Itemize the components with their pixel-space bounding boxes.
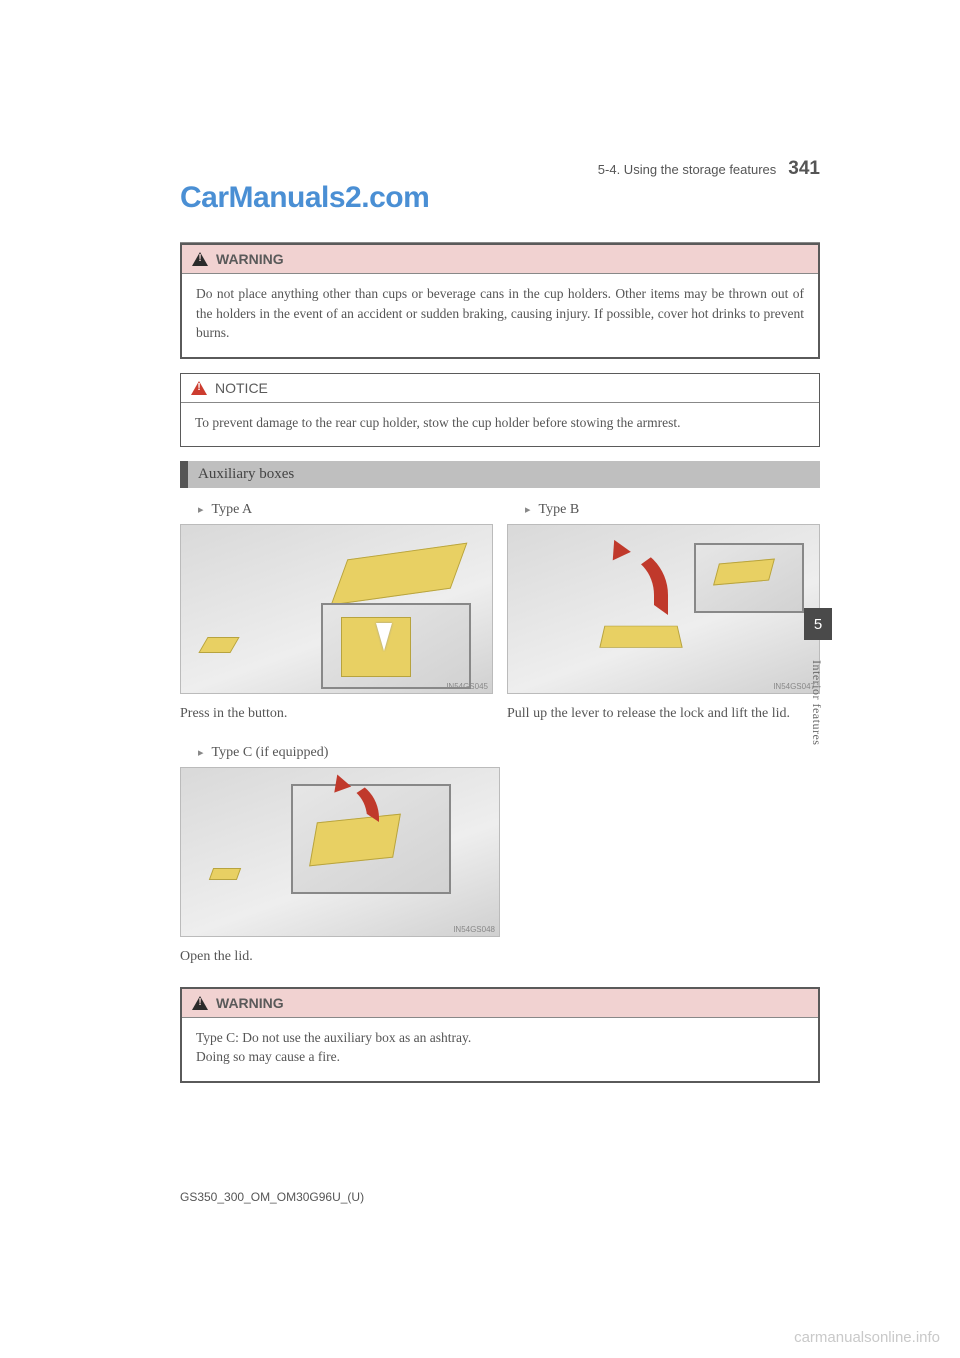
type-c-illustration bbox=[180, 767, 500, 937]
type-c-column: Type C (if equipped) Open the lid. bbox=[180, 745, 500, 967]
page-content: 5-4. Using the storage features 341 WARN… bbox=[180, 180, 820, 1097]
chapter-tab: 5 bbox=[804, 608, 832, 640]
warning-line-1: Type C: Do not use the auxiliary box as … bbox=[196, 1028, 804, 1048]
type-a-column: Type A Press in the button. bbox=[180, 502, 493, 744]
warning-title: WARNING bbox=[216, 251, 284, 267]
highlight-shape bbox=[209, 868, 241, 880]
notice-triangle-icon bbox=[191, 381, 207, 395]
warning-box-cupholder: WARNING Do not place anything other than… bbox=[180, 243, 820, 359]
type-a-label: Type A bbox=[198, 502, 493, 518]
type-c-caption: Open the lid. bbox=[180, 947, 500, 967]
warning-body: Type C: Do not use the auxiliary box as … bbox=[182, 1018, 818, 1081]
warning-title: WARNING bbox=[216, 995, 284, 1011]
type-a-illustration bbox=[180, 524, 493, 694]
header-page-number: 341 bbox=[788, 158, 820, 180]
type-b-column: Type B Pull up the lever to release the … bbox=[507, 502, 820, 744]
type-b-caption: Pull up the lever to release the lock an… bbox=[507, 704, 820, 724]
highlight-shape bbox=[599, 626, 682, 648]
warning-line-2: Doing so may cause a fire. bbox=[196, 1047, 804, 1067]
page-header: 5-4. Using the storage features 341 bbox=[180, 158, 820, 180]
type-b-label: Type B bbox=[525, 502, 820, 518]
warning-header: WARNING bbox=[182, 245, 818, 274]
notice-title: NOTICE bbox=[215, 380, 268, 396]
type-c-label: Type C (if equipped) bbox=[198, 745, 500, 761]
highlight-shape bbox=[331, 543, 468, 606]
section-heading-auxiliary-boxes: Auxiliary boxes bbox=[180, 461, 820, 488]
highlight-shape bbox=[198, 637, 239, 653]
footer-site-watermark: carmanualsonline.info bbox=[794, 1329, 940, 1346]
chapter-side-label: Interior features bbox=[809, 660, 824, 745]
types-row-ab: Type A Press in the button. Type B Pull … bbox=[180, 502, 820, 744]
notice-header: NOTICE bbox=[181, 374, 819, 403]
warning-triangle-icon bbox=[192, 252, 208, 266]
type-a-caption: Press in the button. bbox=[180, 704, 493, 724]
type-b-illustration bbox=[507, 524, 820, 694]
notice-box: NOTICE To prevent damage to the rear cup… bbox=[180, 373, 820, 448]
warning-header: WARNING bbox=[182, 989, 818, 1018]
warning-box-ashtray: WARNING Type C: Do not use the auxiliary… bbox=[180, 987, 820, 1083]
down-arrow-icon bbox=[376, 623, 392, 651]
warning-triangle-icon bbox=[192, 996, 208, 1010]
notice-body: To prevent damage to the rear cup holder… bbox=[181, 403, 819, 447]
warning-body: Do not place anything other than cups or… bbox=[182, 274, 818, 357]
footer-doc-code: GS350_300_OM_OM30G96U_(U) bbox=[180, 1190, 364, 1204]
curved-arrow-icon bbox=[618, 545, 668, 615]
header-section-label: 5-4. Using the storage features bbox=[598, 162, 777, 177]
